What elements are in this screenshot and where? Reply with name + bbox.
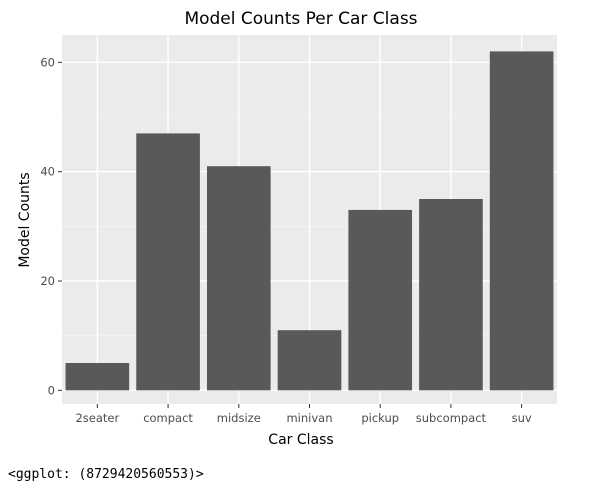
y-axis-ticks: 0 20 40 60 xyxy=(40,55,62,397)
bar-minivan xyxy=(277,330,342,391)
x-axis-ticks: 2seater compact midsize minivan pickup subcom… xyxy=(75,404,532,425)
bar-chart: Model Counts Per Car Class 0 20 40 60 2seat… xyxy=(17,9,557,448)
bar-subcompact xyxy=(419,199,483,391)
x-tick-label: minivan xyxy=(286,411,332,425)
x-tick-label: suv xyxy=(512,411,532,425)
y-axis-title: Model Counts xyxy=(17,172,33,267)
y-tick-label: 40 xyxy=(40,165,55,179)
bars xyxy=(65,51,554,391)
bar-midsize xyxy=(206,166,271,391)
bar-compact xyxy=(136,133,200,391)
x-axis-title: Car Class xyxy=(268,432,333,448)
bar-pickup xyxy=(348,209,413,391)
y-tick-label: 20 xyxy=(40,274,55,288)
x-tick-label: midsize xyxy=(217,411,261,425)
x-tick-label: 2seater xyxy=(75,411,119,425)
console-output: <ggplot: (8729420560553)> xyxy=(8,467,204,482)
x-tick-label: subcompact xyxy=(416,411,487,425)
y-tick-label: 0 xyxy=(48,383,55,397)
y-tick-label: 60 xyxy=(40,55,55,69)
bar-suv xyxy=(489,51,554,391)
bar-2seater xyxy=(65,363,130,391)
chart-title: Model Counts Per Car Class xyxy=(184,9,417,29)
x-tick-label: compact xyxy=(143,411,193,425)
x-tick-label: pickup xyxy=(361,411,399,425)
